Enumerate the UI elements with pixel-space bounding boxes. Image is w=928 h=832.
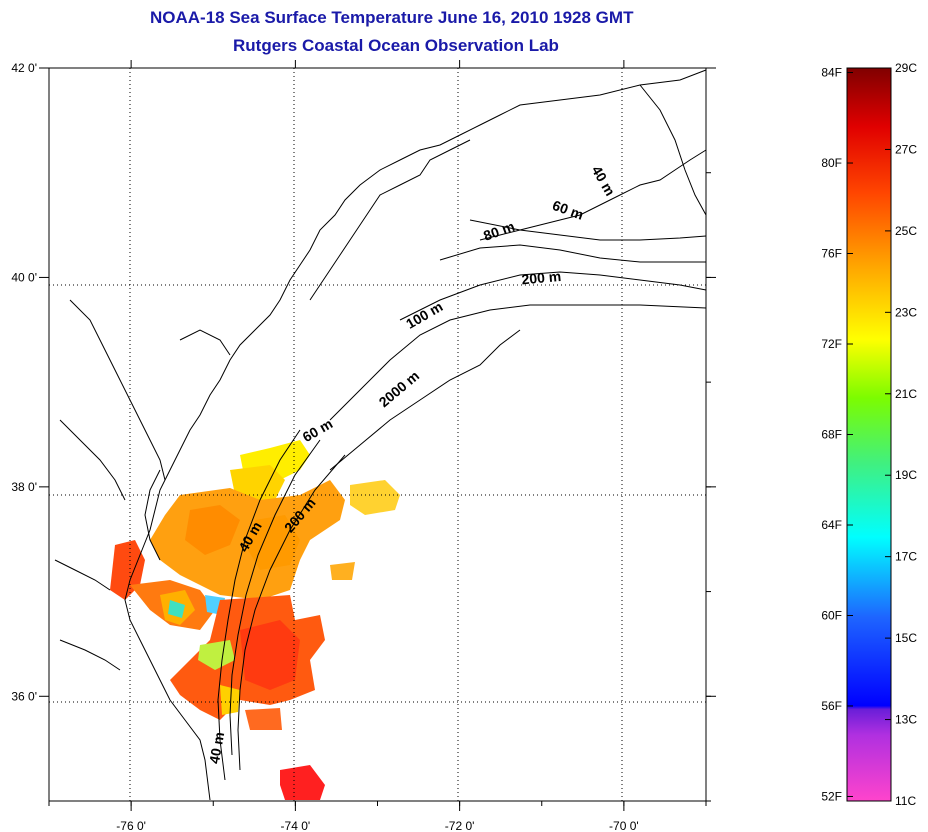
colorbar-c-label: 17C <box>895 550 917 564</box>
lon-tick-label: -76 0' <box>116 819 146 832</box>
colorbar-c-label: 11C <box>895 794 916 808</box>
longitude-axis: -76 0' -74 0' -72 0' -70 0' <box>48 60 707 832</box>
colorbar-f-label: 52F <box>821 789 842 803</box>
colorbar-f-label: 72F <box>821 337 842 351</box>
sst-patches <box>110 440 400 800</box>
colorbar-fahrenheit-labels: 84F 80F 76F 72F 68F 64F 60F 56F 52F <box>821 66 853 803</box>
colorbar-f-label: 80F <box>821 156 842 170</box>
lon-tick-label: -72 0' <box>445 819 475 832</box>
lon-tick-label: -70 0' <box>609 819 639 832</box>
colorbar <box>846 67 892 802</box>
lat-tick-label: 42 0' <box>11 61 37 75</box>
colorbar-c-label: 27C <box>895 142 917 156</box>
colorbar-c-label: 15C <box>895 631 917 645</box>
lat-tick-label: 40 0' <box>11 270 37 284</box>
colorbar-f-label: 60F <box>821 608 842 622</box>
colorbar-c-label: 13C <box>895 713 917 727</box>
lat-tick-label: 38 0' <box>11 480 37 494</box>
colorbar-f-label: 76F <box>821 247 842 261</box>
colorbar-c-label: 29C <box>895 61 917 75</box>
colorbar-f-label: 56F <box>821 699 842 713</box>
lat-tick-label: 36 0' <box>11 689 37 703</box>
colorbar-celsius-labels: 29C 27C 25C 23C 21C 19C 17C 15C 13C 11C <box>885 61 917 808</box>
latitude-axis: 42 0' 40 0' 38 0' 36 0' <box>11 61 716 802</box>
colorbar-c-label: 25C <box>895 224 917 238</box>
map-title: NOAA-18 Sea Surface Temperature June 16,… <box>150 8 634 27</box>
bathymetry-contours <box>217 84 707 781</box>
map-frame <box>48 67 707 802</box>
grid <box>49 68 706 801</box>
colorbar-c-label: 21C <box>895 387 917 401</box>
colorbar-f-label: 68F <box>821 428 842 442</box>
lon-tick-label: -74 0' <box>281 819 311 832</box>
colorbar-c-label: 19C <box>895 468 917 482</box>
map-subtitle: Rutgers Coastal Ocean Observation Lab <box>233 36 559 55</box>
colorbar-f-label: 84F <box>821 66 842 80</box>
contour-label: 200 m <box>521 268 562 287</box>
colorbar-f-label: 64F <box>821 518 842 532</box>
coastline <box>54 69 707 801</box>
contour-label: 40 m <box>206 731 227 765</box>
colorbar-c-label: 23C <box>895 305 917 319</box>
